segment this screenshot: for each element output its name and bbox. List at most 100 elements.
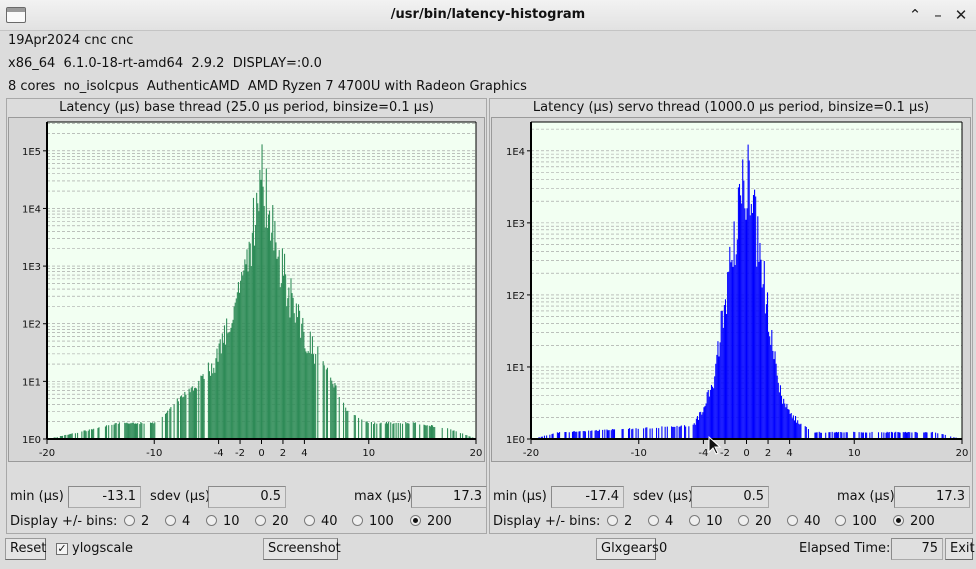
histogram-bar: [819, 432, 821, 439]
radio-selected-icon: [893, 515, 904, 526]
base-bins-radio-100[interactable]: 100: [352, 514, 394, 529]
window-maximize-icon[interactable]: ⌃: [908, 6, 922, 24]
histogram-bar: [453, 430, 455, 439]
histogram-bar: [115, 423, 117, 439]
histogram-bar: [125, 423, 127, 439]
histogram-bar: [367, 422, 369, 439]
histogram-bar: [726, 314, 728, 439]
radio-circle-icon: [835, 515, 846, 526]
histogram-bar: [228, 332, 230, 439]
exit-button[interactable]: Exit: [945, 538, 975, 560]
y-tick-label: 1E2: [22, 320, 41, 331]
histogram-bar: [347, 410, 349, 439]
histogram-bar: [658, 428, 660, 439]
histogram-bar: [207, 362, 209, 439]
histogram-bar: [365, 421, 367, 439]
servo-bins-radio-2[interactable]: 2: [607, 514, 632, 529]
histogram-bar: [105, 425, 108, 439]
base-bins-radio-10[interactable]: 10: [206, 514, 240, 529]
histogram-bar: [69, 433, 71, 439]
base-bins-radio-2[interactable]: 2: [124, 514, 149, 529]
base-bins-radio-20[interactable]: 20: [255, 514, 289, 529]
histogram-bar: [59, 435, 61, 439]
base-bins-radio-200[interactable]: 200: [410, 514, 452, 529]
histogram-bar: [289, 317, 291, 439]
histogram-bar: [255, 224, 257, 439]
histogram-bar: [126, 422, 128, 439]
servo-bins-radio-100[interactable]: 100: [835, 514, 877, 529]
histogram-bar: [143, 423, 145, 439]
histogram-bar: [315, 353, 317, 439]
histogram-bar: [775, 363, 777, 439]
histogram-bar: [257, 203, 259, 439]
histogram-bar: [465, 435, 467, 439]
histogram-bar: [741, 203, 743, 439]
histogram-bar: [129, 423, 131, 439]
histogram-bar: [649, 428, 651, 439]
histogram-bar: [179, 396, 182, 439]
histogram-bar: [717, 341, 719, 439]
histogram-bar: [770, 344, 772, 439]
base-bins-radio-40[interactable]: 40: [304, 514, 338, 529]
histogram-bar: [252, 197, 254, 439]
histogram-bar: [244, 259, 246, 439]
y-tick-label: 1E5: [22, 147, 41, 158]
elapsed-time-label: Elapsed Time:: [799, 541, 891, 556]
histogram-bar: [170, 407, 172, 439]
histogram-bar: [923, 432, 925, 439]
histogram-bar: [85, 431, 87, 439]
histogram-bar: [292, 297, 294, 439]
servo-display-bins-label: Display +/- bins:: [493, 514, 601, 529]
histogram-bar: [428, 425, 430, 439]
histogram-bar: [632, 428, 634, 439]
histogram-bar: [354, 415, 356, 439]
histogram-bar: [242, 275, 244, 439]
histogram-bar: [931, 431, 933, 439]
glxgears-button[interactable]: Glxgears: [596, 538, 659, 560]
x-tick-label: -4: [214, 448, 224, 459]
histogram-bar: [622, 428, 624, 439]
servo-bins-radio-40[interactable]: 40: [787, 514, 821, 529]
histogram-bar: [924, 432, 926, 439]
ylogscale-checkbox[interactable]: ✓: [56, 542, 68, 555]
histogram-bar: [56, 436, 58, 439]
histogram-bar: [256, 192, 258, 439]
histogram-bar: [432, 425, 434, 439]
y-tick-label: 1E1: [506, 363, 525, 374]
histogram-bar: [707, 390, 709, 439]
histogram-bar: [425, 425, 427, 439]
base-bins-radio-4[interactable]: 4: [165, 514, 190, 529]
histogram-bar: [708, 396, 710, 439]
histogram-bar: [304, 348, 306, 439]
histogram-bar: [869, 432, 871, 439]
histogram-bar: [274, 220, 276, 439]
histogram-bar: [286, 306, 288, 439]
histogram-bar: [698, 419, 700, 439]
radio-circle-icon: [304, 515, 315, 526]
screenshot-button[interactable]: Screenshot: [263, 538, 341, 560]
histogram-bar: [742, 159, 744, 439]
histogram-bar: [703, 407, 705, 439]
histogram-bar: [788, 409, 790, 439]
radio-circle-icon: [165, 515, 176, 526]
histogram-bar: [798, 423, 800, 439]
histogram-bar: [789, 413, 791, 439]
histogram-bar: [182, 397, 184, 439]
histogram-bar: [323, 365, 325, 439]
histogram-bar: [223, 325, 226, 439]
histogram-bar: [395, 422, 397, 439]
window-minimize-icon[interactable]: –: [934, 6, 942, 24]
histogram-bar: [684, 425, 686, 439]
servo-bins-radio-4[interactable]: 4: [648, 514, 673, 529]
reset-button[interactable]: Reset: [5, 538, 46, 560]
servo-bins-radio-10[interactable]: 10: [689, 514, 723, 529]
histogram-bar: [635, 428, 637, 439]
window-close-icon[interactable]: ✕: [954, 6, 968, 24]
servo-bins-radio-20[interactable]: 20: [738, 514, 772, 529]
histogram-bar: [229, 331, 231, 439]
servo-bins-radio-200[interactable]: 200: [893, 514, 935, 529]
histogram-bar: [346, 410, 348, 439]
histogram-bar: [571, 431, 574, 439]
histogram-bar: [408, 423, 410, 439]
